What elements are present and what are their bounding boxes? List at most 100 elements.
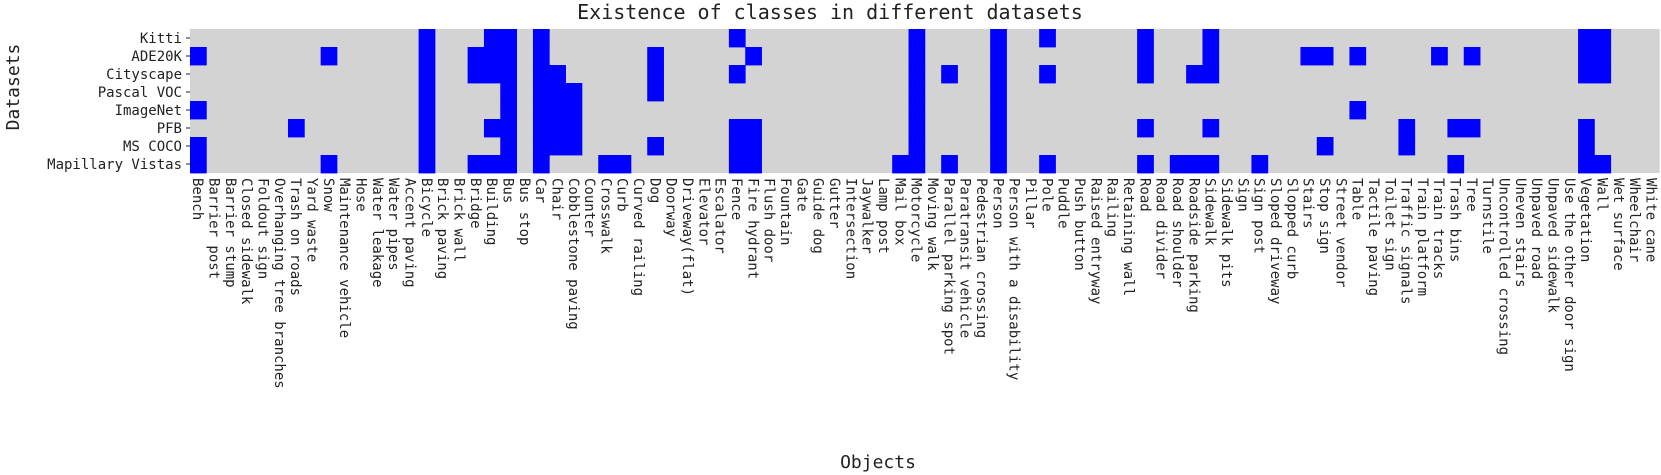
x-tick-label: Stairs <box>1300 178 1316 229</box>
x-tick-label: Foldout sign <box>254 178 270 279</box>
y-tick-label: Cityscape <box>106 67 182 83</box>
heatmap-cell <box>990 29 1007 48</box>
heatmap-cell <box>287 119 305 138</box>
x-tick-label: Sign post <box>1251 178 1267 254</box>
heatmap-cell <box>500 137 517 156</box>
heatmap-cell <box>1186 155 1203 174</box>
heatmap-cell <box>549 65 566 84</box>
x-tick-label: Puddle <box>1055 178 1071 229</box>
x-tick-label: Yard waste <box>303 178 319 262</box>
heatmap-cell <box>532 137 550 156</box>
x-tick-label: Pole <box>1038 178 1054 212</box>
heatmap-cell <box>1039 29 1056 48</box>
heatmap-cell <box>500 101 517 120</box>
x-tick-label: Railing <box>1104 178 1120 237</box>
x-tick-label: Mail box <box>891 178 907 245</box>
heatmap-cell <box>990 155 1007 174</box>
x-tick-label: Brick wall <box>450 178 466 262</box>
x-tick-label: Sign <box>1234 178 1250 212</box>
heatmap-cell <box>500 155 517 174</box>
heatmap-cell <box>908 155 926 174</box>
heatmap-cell <box>190 155 207 174</box>
heatmap-cell <box>1594 29 1612 48</box>
heatmap-cell <box>647 137 664 156</box>
x-tick-label: Car <box>532 178 548 203</box>
heatmap-cell <box>418 155 436 174</box>
heatmap-cell <box>1349 47 1367 66</box>
x-tick-label: Maintenance vehicle <box>336 178 352 338</box>
heatmap-cell <box>418 101 436 120</box>
x-tick-label: Roadside parking <box>1185 178 1201 313</box>
heatmap-cell <box>1447 119 1465 138</box>
heatmap-cell <box>728 137 746 156</box>
heatmap-cell <box>598 155 615 174</box>
x-tick-label: Raised entryway <box>1087 178 1103 304</box>
heatmap-cell <box>908 119 926 138</box>
y-tick-label: Kitti <box>140 31 182 47</box>
heatmap-cell <box>320 155 338 174</box>
heatmap-cell <box>745 119 762 138</box>
heatmap-cell <box>549 83 566 102</box>
heatmap-cell <box>892 155 909 174</box>
heatmap-cell <box>1316 47 1334 66</box>
heatmap-cell <box>565 119 583 138</box>
x-tick-label: Retaining wall <box>1120 178 1136 296</box>
x-tick-label: Snow <box>320 178 336 212</box>
x-tick-label: Doorway <box>663 178 679 237</box>
heatmap-cell <box>745 47 762 66</box>
chart-title: Existence of classes in different datase… <box>577 0 1083 24</box>
heatmap-cell <box>418 83 436 102</box>
heatmap-cell <box>1578 155 1595 174</box>
heatmap-cell <box>190 47 207 66</box>
heatmap-cell <box>565 83 583 102</box>
x-tick-labels: Bench Barrier post Barrier stump Closed sid… <box>189 178 1658 389</box>
heatmap-cell <box>532 101 550 120</box>
x-tick-label: Person with a disability <box>1006 178 1022 380</box>
x-axis-label: Objects <box>840 452 916 473</box>
x-tick-label: Barrier stump <box>222 178 238 288</box>
x-tick-label: Sloped driveway <box>1267 178 1283 304</box>
heatmap-cell <box>1463 47 1481 66</box>
heatmap-cell <box>1137 155 1154 174</box>
x-tick-label: Barrier post <box>205 178 221 279</box>
x-tick-label: Unpaved road <box>1528 178 1544 279</box>
heatmap-cell <box>908 65 926 84</box>
heatmap-cell <box>500 119 517 138</box>
x-tick-label: Stop sign <box>1316 178 1332 254</box>
x-tick-label: Water leakage <box>369 178 385 288</box>
heatmap-cell <box>190 101 207 120</box>
x-tick-label: Accent paving <box>401 178 417 288</box>
x-tick-label: Street vendor <box>1332 178 1348 288</box>
heatmap-cell <box>320 47 338 66</box>
y-tick-label: MS COCO <box>123 139 182 155</box>
heatmap-cell <box>647 47 664 66</box>
heatmap-cell <box>1431 47 1448 66</box>
heatmap-cell <box>908 47 926 66</box>
heatmap-cell <box>1169 155 1187 174</box>
heatmap-cell <box>549 119 566 138</box>
x-tick-label: Brick paving <box>434 178 450 279</box>
x-tick-label: Use the other door sign <box>1561 178 1577 372</box>
heatmap-cell <box>1137 65 1154 84</box>
x-tick-label: Road shoulder <box>1169 178 1185 288</box>
x-tick-label: White cane <box>1643 178 1659 262</box>
y-tick-label: ImageNet <box>115 103 182 119</box>
heatmap-cell <box>532 65 550 84</box>
y-axis-label: Datasets <box>3 44 24 131</box>
x-tick-label: Wet surface <box>1610 178 1626 271</box>
x-tick-label: Fence <box>728 178 744 220</box>
heatmap-cell <box>532 119 550 138</box>
x-tick-label: Parallel parking spot <box>940 178 956 355</box>
heatmap-cell <box>990 83 1007 102</box>
x-tick-label: Jaywalker <box>859 178 875 254</box>
x-tick-label: Uneven stairs <box>1512 178 1528 288</box>
heatmap-cell <box>418 65 436 84</box>
heatmap-cell <box>728 119 746 138</box>
heatmap-cell <box>941 65 958 84</box>
x-tick-label: Road divider <box>1153 178 1169 279</box>
x-tick-label: Flush door <box>761 178 777 262</box>
heatmap-cell <box>990 101 1007 120</box>
heatmap-cell <box>941 155 958 174</box>
heatmap-cell <box>467 65 485 84</box>
